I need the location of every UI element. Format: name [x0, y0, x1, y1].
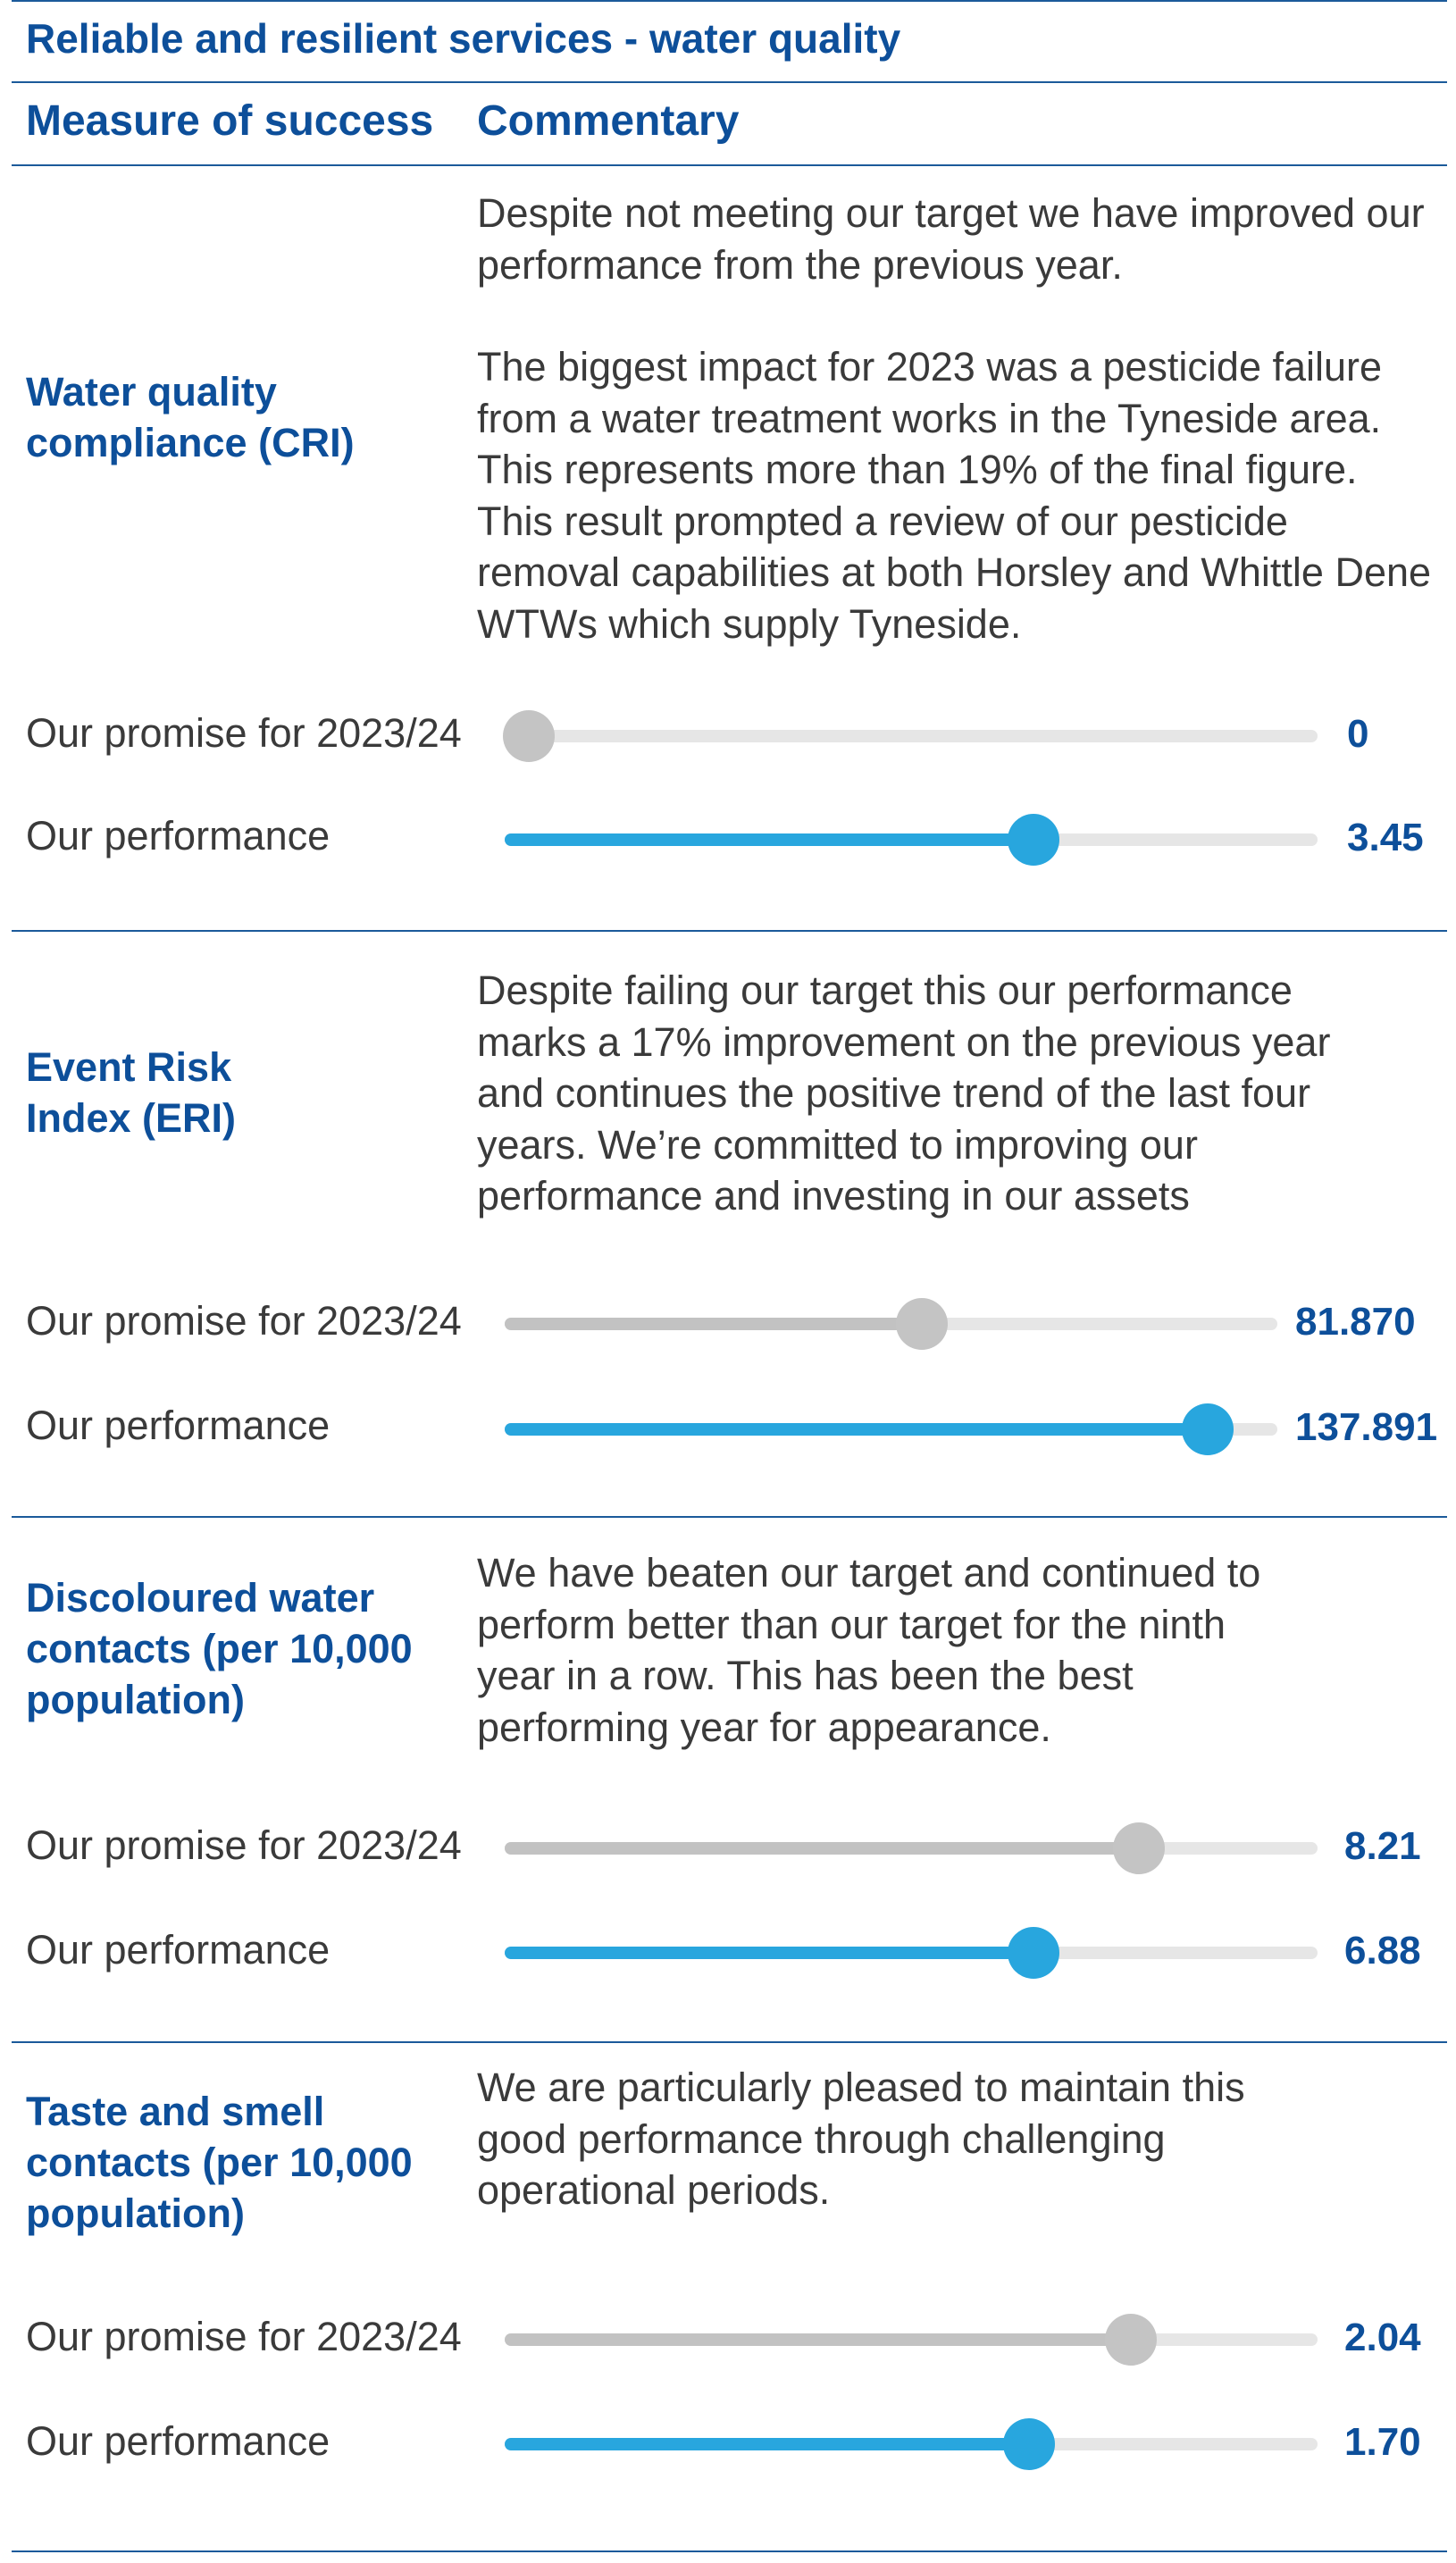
- measure-column-header: Measure of success: [26, 97, 434, 145]
- promise-track: [505, 1298, 1277, 1350]
- performance-label: Our performance: [26, 1927, 331, 1973]
- commentary-column-header: Commentary: [477, 97, 740, 145]
- performance-marker: [1002, 2418, 1055, 2470]
- bottom-rule: [12, 2550, 1447, 2552]
- promise-fill: [505, 1318, 923, 1330]
- commentary-paragraph: The biggest impact for 2023 was a pestic…: [477, 344, 1432, 647]
- performance-value: 1.70: [1344, 2420, 1421, 2464]
- promise-fill: [505, 2333, 1131, 2346]
- commentary-paragraph: We have beaten our target and continued …: [477, 1550, 1261, 1750]
- commentary-cri: Despite not meeting our target we have i…: [477, 188, 1442, 649]
- section-title: Reliable and resilient services - water …: [26, 15, 901, 62]
- header-rule: [12, 164, 1447, 166]
- performance-track: [505, 814, 1318, 866]
- promise-label: Our promise for 2023/24: [26, 1822, 462, 1868]
- promise-value: 81.870: [1295, 1300, 1416, 1344]
- commentary-paragraph: Despite failing our target this our perf…: [477, 967, 1331, 1219]
- performance-label: Our performance: [26, 2418, 331, 2464]
- performance-track: [505, 1927, 1318, 1979]
- promise-track: [503, 710, 1318, 762]
- measure-name-cri: Water quality compliance (CRI): [26, 369, 355, 465]
- commentary-eri: Despite failing our target this our perf…: [477, 965, 1335, 1222]
- promise-value: 2.04: [1344, 2316, 1421, 2359]
- section-rule: [12, 2041, 1447, 2043]
- promise-value: 8.21: [1344, 1824, 1421, 1868]
- performance-marker: [1007, 1927, 1059, 1979]
- promise-track: [505, 1822, 1318, 1874]
- measure-name-taste-smell: Taste and smell contacts (per 10,000 pop…: [26, 2089, 413, 2236]
- title-rule: [12, 81, 1447, 83]
- section-rule: [12, 1516, 1447, 1518]
- performance-label: Our performance: [26, 1403, 331, 1448]
- commentary-paragraph: Despite not meeting our target we have i…: [477, 190, 1425, 288]
- commentary-discoloured-water: We have beaten our target and continued …: [477, 1547, 1281, 1753]
- measure-name-discoloured-water: Discoloured water contacts (per 10,000 p…: [26, 1575, 413, 1722]
- performance-fill: [505, 1423, 1209, 1436]
- top-rule: [12, 0, 1447, 2]
- promise-marker: [1104, 2314, 1157, 2366]
- performance-value: 137.891: [1295, 1405, 1438, 1449]
- performance-fill: [505, 2438, 1029, 2450]
- promise-marker: [896, 1298, 949, 1350]
- performance-fill: [505, 1947, 1033, 1959]
- performance-marker: [1007, 814, 1059, 866]
- performance-fill: [505, 833, 1033, 846]
- promise-label: Our promise for 2023/24: [26, 2314, 462, 2359]
- section-rule: [12, 930, 1447, 932]
- promise-marker: [1112, 1822, 1165, 1874]
- promise-track: [505, 2314, 1318, 2366]
- measure-name-eri: Event Risk Index (ERI): [26, 1044, 237, 1141]
- promise-label: Our promise for 2023/24: [26, 710, 462, 756]
- performance-track: [505, 1403, 1277, 1455]
- performance-track: [505, 2418, 1318, 2470]
- commentary-paragraph: We are particularly pleased to maintain …: [477, 2065, 1245, 2213]
- commentary-taste-smell: We are particularly pleased to maintain …: [477, 2062, 1245, 2216]
- performance-label: Our performance: [26, 813, 331, 859]
- promise-label: Our promise for 2023/24: [26, 1298, 462, 1344]
- performance-marker: [1182, 1403, 1234, 1455]
- performance-value: 6.88: [1344, 1929, 1421, 1973]
- promise-value: 0: [1347, 712, 1369, 756]
- promise-marker: [503, 710, 556, 762]
- performance-value: 3.45: [1347, 816, 1424, 859]
- promise-fill: [505, 1842, 1139, 1855]
